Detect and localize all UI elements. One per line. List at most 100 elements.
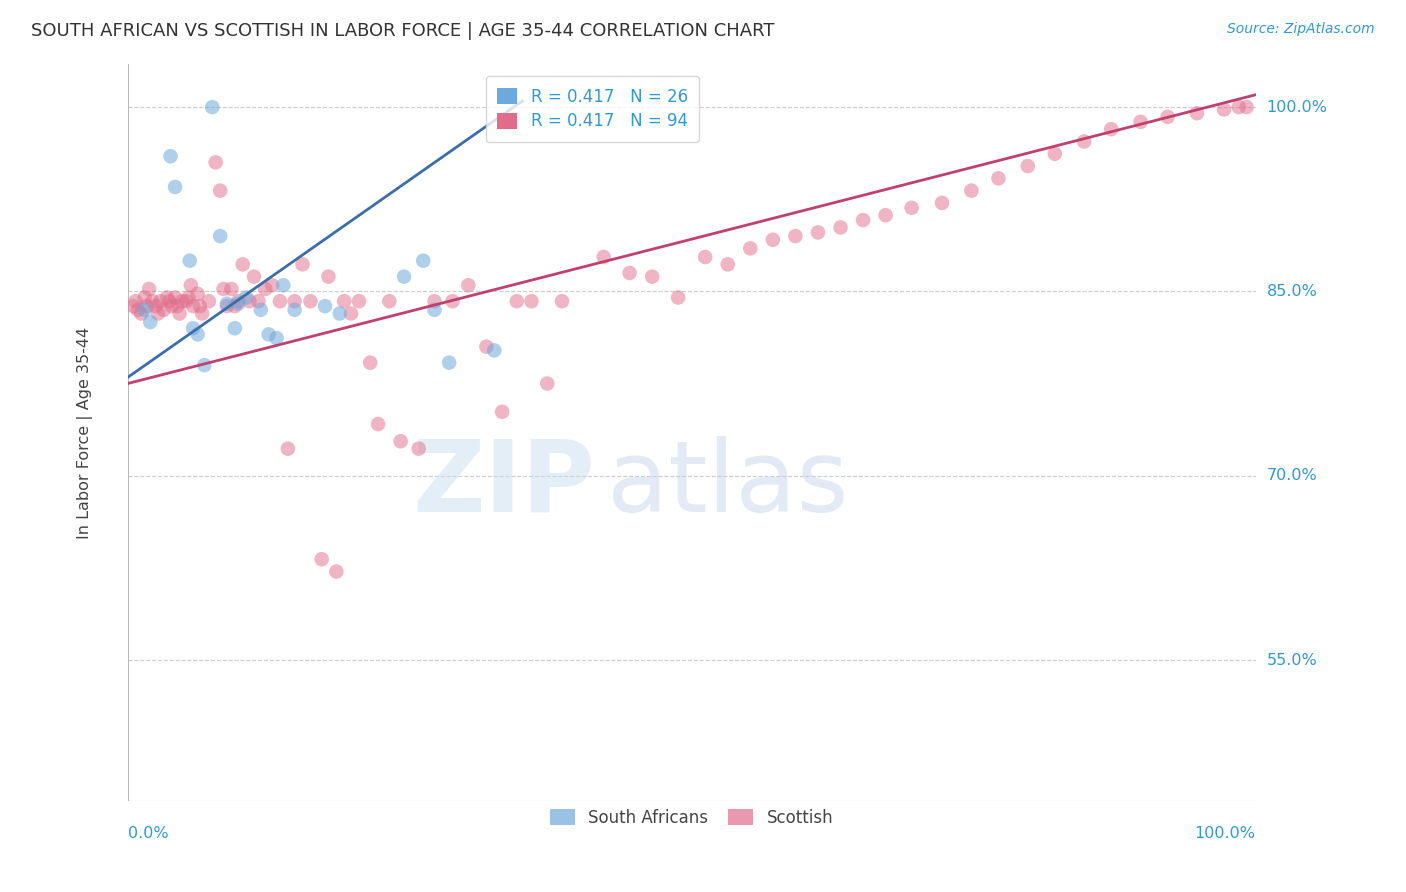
Text: In Labor Force | Age 35-44: In Labor Force | Age 35-44 [77, 326, 93, 539]
Point [269, 294, 291, 309]
Point [243, 269, 266, 284]
Point [165, 291, 187, 305]
Point [157, 294, 180, 309]
Point [619, 266, 641, 280]
Point [852, 213, 875, 227]
Point [359, 356, 381, 370]
Point [325, 565, 347, 579]
Point [475, 340, 498, 354]
Point [408, 442, 430, 456]
Point [1236, 100, 1258, 114]
Point [299, 294, 322, 309]
Point [333, 294, 356, 309]
Point [273, 278, 295, 293]
Point [1073, 135, 1095, 149]
Point [127, 302, 149, 317]
Point [135, 299, 157, 313]
Point [146, 306, 169, 320]
Point [215, 299, 238, 313]
Point [149, 294, 172, 309]
Point [191, 306, 214, 320]
Text: SOUTH AFRICAN VS SCOTTISH IN LABOR FORCE | AGE 35-44 CORRELATION CHART: SOUTH AFRICAN VS SCOTTISH IN LABOR FORCE… [31, 22, 775, 40]
Point [221, 282, 243, 296]
Point [138, 282, 160, 296]
Point [176, 294, 198, 309]
Point [520, 294, 543, 309]
Point [177, 291, 200, 305]
Point [187, 286, 209, 301]
Point [314, 299, 336, 313]
Point [224, 299, 246, 313]
Point [1227, 100, 1250, 114]
Point [987, 171, 1010, 186]
Text: Source: ZipAtlas.com: Source: ZipAtlas.com [1227, 22, 1375, 37]
Point [232, 257, 254, 271]
Point [159, 149, 181, 163]
Point [340, 306, 363, 320]
Text: atlas: atlas [607, 436, 849, 533]
Point [1213, 103, 1236, 117]
Point [1099, 122, 1122, 136]
Point [247, 294, 270, 309]
Point [392, 269, 415, 284]
Text: 100.0%: 100.0% [1267, 100, 1327, 114]
Text: 55.0%: 55.0% [1267, 653, 1317, 667]
Point [367, 417, 389, 431]
Point [139, 315, 162, 329]
Point [224, 321, 246, 335]
Point [181, 299, 204, 313]
Point [160, 299, 183, 313]
Point [378, 294, 401, 309]
Point [740, 241, 762, 255]
Point [156, 291, 179, 305]
Point [423, 302, 446, 317]
Point [931, 195, 953, 210]
Point [347, 294, 370, 309]
Point [1156, 110, 1178, 124]
Point [141, 294, 163, 309]
Point [198, 294, 221, 309]
Point [235, 291, 257, 305]
Point [830, 220, 852, 235]
Point [1017, 159, 1039, 173]
Text: 70.0%: 70.0% [1267, 468, 1317, 483]
Point [785, 229, 807, 244]
Point [226, 296, 249, 310]
Point [152, 302, 174, 317]
Point [291, 257, 314, 271]
Point [226, 294, 249, 309]
Point [165, 180, 187, 194]
Point [284, 294, 307, 309]
Point [666, 291, 689, 305]
Point [551, 294, 574, 309]
Point [257, 327, 280, 342]
Point [209, 184, 232, 198]
Point [134, 291, 156, 305]
Point [249, 302, 271, 317]
Point [1043, 146, 1066, 161]
Point [423, 294, 446, 309]
Point [193, 358, 215, 372]
Point [960, 184, 983, 198]
Point [204, 155, 226, 169]
Point [145, 299, 167, 313]
Point [124, 294, 146, 309]
Point [179, 253, 201, 268]
Legend: South Africans, Scottish: South Africans, Scottish [543, 802, 839, 833]
Point [311, 552, 333, 566]
Point [329, 306, 352, 320]
Point [491, 405, 513, 419]
Point [762, 233, 785, 247]
Text: 0.0%: 0.0% [128, 826, 169, 841]
Point [389, 434, 412, 449]
Point [254, 282, 277, 296]
Point [437, 356, 460, 370]
Point [484, 343, 506, 358]
Point [506, 294, 529, 309]
Point [187, 327, 209, 342]
Point [215, 296, 238, 310]
Point [209, 229, 232, 244]
Point [717, 257, 740, 271]
Point [875, 208, 897, 222]
Point [188, 299, 211, 313]
